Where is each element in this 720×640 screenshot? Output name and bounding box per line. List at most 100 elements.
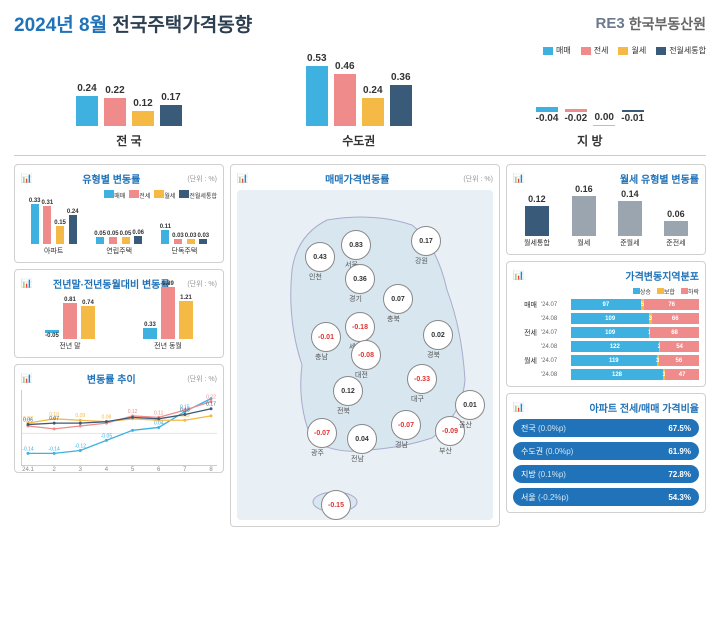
dist-chart: 매매'24.0797576'24.08109366전세'24.07109168'… <box>513 299 699 380</box>
top-legend: 매매 전세 월세 전월세통합 <box>14 45 706 56</box>
type-chart: 0.330.310.150.24아파트0.050.050.050.06연립주택0… <box>21 202 217 256</box>
dist-row: 매매'24.0797576 <box>513 299 699 310</box>
dist-title: 가격변동지역분포 <box>625 268 699 283</box>
type-panel: 유형별 변동률(단위 : %) 매매전세월세전월세통합 0.330.310.15… <box>14 164 224 263</box>
legend-item: 월세 <box>618 45 646 56</box>
bar: 0.46 <box>334 61 356 126</box>
dist-legend-item: 보합 <box>657 287 675 296</box>
ratio-title: 아파트 전세/매매 가격비율 <box>589 400 699 415</box>
map-label: 경북 <box>427 350 440 360</box>
monthly-bar: 0.12월세통합 <box>524 194 550 248</box>
svg-text:0.06: 0.06 <box>23 418 33 424</box>
trend-svg: -0.14-0.14-0.12-0.050.040.150.120.110.22… <box>22 390 217 474</box>
ratio-row: 전국 (0.0%p)67.5% <box>513 419 699 437</box>
map-label: 전남 <box>351 454 364 464</box>
map-pin-대전: -0.08 <box>351 340 381 370</box>
legend-item: 전월세통합 <box>179 190 217 200</box>
svg-text:5: 5 <box>131 467 135 473</box>
yoy-panel: 전년말·전년동월대비 변동률(단위 : %) -0.050.810.74전년 말… <box>14 269 224 358</box>
legend-item: 매매 <box>543 45 571 56</box>
svg-text:4: 4 <box>105 467 109 473</box>
svg-text:6: 6 <box>157 467 161 473</box>
svg-text:8: 8 <box>209 467 213 473</box>
yoy-chart: -0.050.810.74전년 말0.331.891.21전년 동월 <box>21 295 217 351</box>
map-pin-울산: 0.01 <box>455 390 485 420</box>
type-group: 0.050.050.050.06연립주택 <box>94 230 144 256</box>
header: 2024년 8월 전국주택가격동향 RE3 한국부동산원 <box>14 10 706 37</box>
svg-text:0.08: 0.08 <box>102 415 112 421</box>
map-label: 인천 <box>309 272 322 282</box>
bar: 0.00 <box>593 112 615 126</box>
ratio-row: 수도권 (0.0%p)61.9% <box>513 442 699 460</box>
monthly-bar: 0.16월세 <box>572 184 596 248</box>
map-label: 대구 <box>411 394 424 404</box>
map: 0.43인천0.83서울0.36경기0.17강원0.07충북-0.18세종-0.… <box>237 190 493 520</box>
yoy-group: 0.331.891.21전년 동월 <box>143 281 193 351</box>
map-pin-인천: 0.43 <box>305 242 335 272</box>
svg-text:7: 7 <box>183 467 187 473</box>
bar: 0.17 <box>160 92 182 126</box>
svg-text:-0.12: -0.12 <box>75 443 87 449</box>
map-pin-전북: 0.12 <box>333 376 363 406</box>
bar: -0.04 <box>536 107 559 126</box>
map-label: 강원 <box>415 256 428 266</box>
unit: (단위 : %) <box>187 174 217 184</box>
logo-kr: 한국부동산원 <box>629 14 706 34</box>
top-chart: 0.240.220.120.17전 국0.530.460.240.36수도권-0… <box>14 60 706 156</box>
legend-item: 전세 <box>581 45 609 56</box>
svg-text:3: 3 <box>79 467 83 473</box>
bar: 0.24 <box>362 85 384 126</box>
svg-text:0.17: 0.17 <box>206 402 216 408</box>
map-pin-강원: 0.17 <box>411 226 441 256</box>
map-label: 경남 <box>395 440 408 450</box>
dist-legend-item: 상승 <box>633 287 651 296</box>
dist-panel: 가격변동지역분포 상승 보합 하락 매매'24.0797576'24.0810936… <box>506 261 706 387</box>
svg-text:-0.05: -0.05 <box>101 433 113 439</box>
dist-legend: 상승 보합 하락 <box>513 287 699 296</box>
map-pin-경기: 0.36 <box>345 264 375 294</box>
trend-panel: 변동률 추이(단위 : %) -0.14-0.14-0.12-0.050.040… <box>14 364 224 473</box>
trend-chart: -0.14-0.14-0.12-0.050.040.150.120.110.22… <box>21 390 217 466</box>
map-pin-대구: -0.33 <box>407 364 437 394</box>
map-pin-경북: 0.02 <box>423 320 453 350</box>
map-label: 광주 <box>311 448 324 458</box>
svg-text:0.12: 0.12 <box>128 409 138 415</box>
monthly-chart: 0.12월세통합0.16월세0.14준월세0.06준전세 <box>513 190 699 248</box>
map-label: 부산 <box>439 446 452 456</box>
logo: RE3 한국부동산원 <box>596 14 706 34</box>
svg-text:-0.14: -0.14 <box>48 446 60 452</box>
bar: 0.24 <box>76 83 98 126</box>
region-전 국: 0.240.220.120.17전 국 <box>76 60 182 149</box>
svg-text:0.11: 0.11 <box>154 410 164 416</box>
map-pin-충남: -0.01 <box>311 322 341 352</box>
map-title: 매매가격변동률 <box>325 171 389 186</box>
dist-row: '24.08128347 <box>513 369 699 380</box>
svg-text:0.22: 0.22 <box>206 395 216 401</box>
svg-text:2: 2 <box>52 467 56 473</box>
monthly-title: 월세 유형별 변동률 <box>620 171 699 186</box>
dist-legend-item: 하락 <box>681 287 699 296</box>
ratio-row: 지방 (0.1%p)72.8% <box>513 465 699 483</box>
bar: -0.02 <box>564 109 587 126</box>
type-title: 유형별 변동률 <box>82 171 140 186</box>
map-label: 전북 <box>337 406 350 416</box>
region-수도권: 0.530.460.240.36수도권 <box>306 60 412 149</box>
map-pin-제주: -0.15 <box>321 490 351 520</box>
map-pin-광주: -0.07 <box>307 418 337 448</box>
yoy-group: -0.050.810.74전년 말 <box>45 297 95 351</box>
map-label: 충북 <box>387 314 400 324</box>
map-pin-경남: -0.07 <box>391 410 421 440</box>
map-pin-전남: 0.04 <box>347 424 377 454</box>
map-label: 울산 <box>459 420 472 430</box>
bar: 0.22 <box>104 85 126 126</box>
bar: 0.36 <box>390 72 412 126</box>
svg-text:0.07: 0.07 <box>49 416 59 422</box>
legend-item: 전월세통합 <box>656 45 706 56</box>
map-pin-서울: 0.83 <box>341 230 371 260</box>
bar: -0.01 <box>621 110 644 126</box>
dist-row: 월세'24.07119356 <box>513 355 699 366</box>
legend-item: 전세 <box>129 190 150 200</box>
type-group: 0.110.030.030.03단독주택 <box>160 224 209 256</box>
logo-reb: RE3 <box>596 15 625 32</box>
monthly-panel: 월세 유형별 변동률 0.12월세통합0.16월세0.14준월세0.06준전세 <box>506 164 706 255</box>
